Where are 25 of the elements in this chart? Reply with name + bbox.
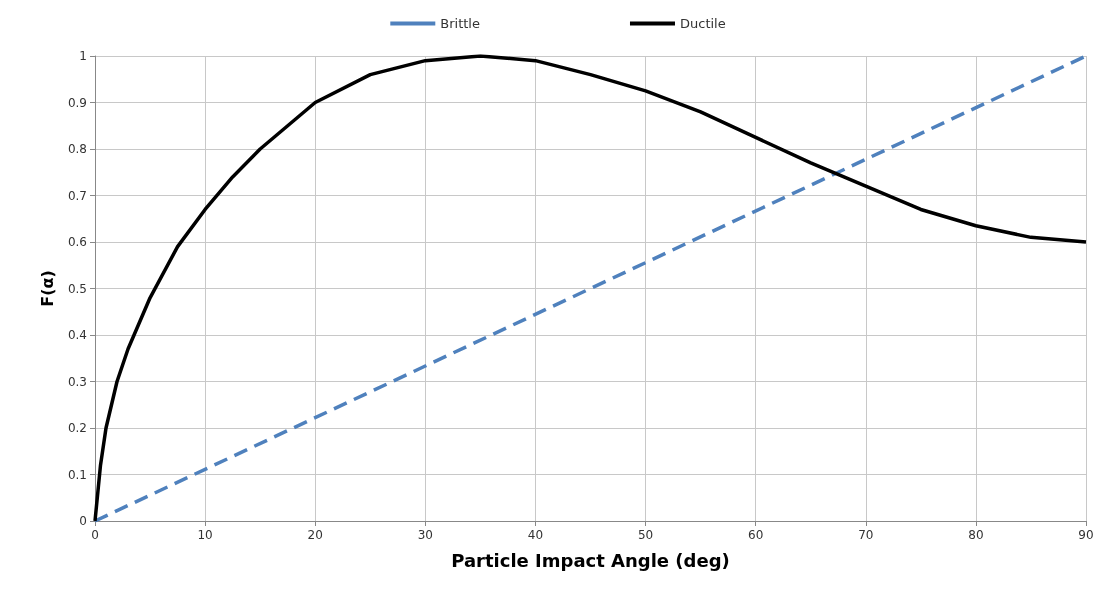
x-tick-label: 40 (527, 528, 544, 542)
x-tick-label: 30 (417, 528, 433, 542)
legend-label: Ductile (679, 16, 726, 31)
x-tick-label: 0 (91, 528, 99, 542)
y-tick-label: 1 (79, 49, 87, 63)
y-tick-label: 0.5 (67, 281, 87, 296)
x-tick-label: 80 (968, 528, 984, 542)
y-tick-label: 0.4 (67, 328, 87, 342)
legend-label: Brittle (440, 16, 480, 31)
y-tick-label: 0.7 (67, 188, 87, 203)
y-tick-label: 0.1 (67, 467, 87, 482)
x-tick-label: 70 (858, 528, 874, 542)
x-tick-label: 50 (637, 528, 654, 542)
y-tick-label: 0 (79, 514, 87, 528)
x-tick-label: 90 (1078, 528, 1094, 542)
x-axis-title: Particle Impact Angle (deg) (451, 549, 730, 571)
x-tick-label: 10 (197, 528, 213, 542)
y-tick-label: 0.8 (67, 142, 87, 156)
y-tick-label: 0.3 (67, 374, 87, 389)
y-axis-title: F(α) (37, 270, 57, 307)
x-tick-label: 60 (748, 528, 764, 542)
y-tick-label: 0.9 (67, 95, 87, 110)
x-tick-label: 20 (307, 528, 323, 542)
y-tick-label: 0.2 (67, 421, 87, 435)
y-tick-label: 0.6 (67, 235, 87, 249)
